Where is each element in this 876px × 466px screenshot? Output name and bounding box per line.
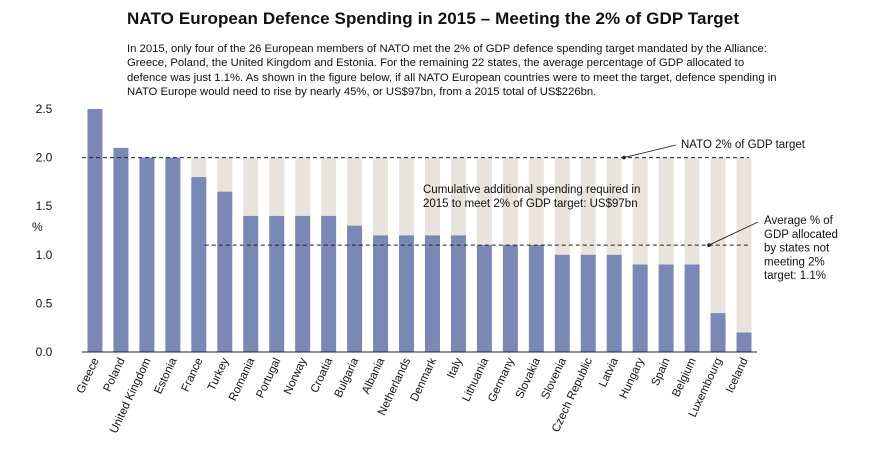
bar bbox=[632, 264, 648, 352]
gap-to-target-bar bbox=[373, 157, 389, 236]
reference-lines bbox=[82, 157, 749, 246]
gap-to-target-bar bbox=[658, 157, 674, 265]
bar bbox=[347, 225, 363, 352]
chart-subtitle: In 2015, only four of the 26 European me… bbox=[127, 43, 777, 99]
bars-layer bbox=[87, 109, 752, 352]
cumulative-spending-annotation: 2015 to meet 2% of GDP target: US$97bn bbox=[423, 198, 638, 210]
bar bbox=[450, 235, 466, 352]
y-axis: 0.0 0.5 1.0 1.5 2.0 2.5 bbox=[36, 102, 53, 359]
bar bbox=[295, 215, 311, 352]
x-tick-label: Latvia bbox=[597, 356, 621, 389]
annotations: NATO 2% of GDP target Average % of GDP all… bbox=[423, 139, 838, 282]
x-tick-label: Turkey bbox=[206, 356, 232, 393]
gap-to-target-bar bbox=[476, 157, 492, 246]
x-tick-label: Denmark bbox=[409, 356, 440, 404]
x-tick-label: Portugal bbox=[254, 356, 283, 400]
average-line-label: Average % of bbox=[764, 215, 834, 227]
x-tick-label: Greece bbox=[75, 356, 102, 395]
bar bbox=[528, 245, 544, 352]
bar bbox=[580, 254, 596, 352]
average-label-connector bbox=[708, 221, 759, 246]
x-tick-label: Bulgaria bbox=[333, 356, 362, 400]
bar bbox=[87, 109, 103, 352]
bar bbox=[217, 191, 233, 352]
x-tick-label: Albania bbox=[360, 356, 387, 396]
bar bbox=[658, 264, 674, 352]
gap-to-target-bar bbox=[554, 157, 570, 255]
y-tick-label: 2.0 bbox=[36, 151, 53, 165]
x-tick-label: Germany bbox=[486, 356, 517, 404]
bar bbox=[243, 215, 259, 352]
y-tick-label: 1.5 bbox=[36, 199, 53, 213]
y-tick-label: 0.0 bbox=[36, 345, 53, 359]
bar bbox=[606, 254, 622, 352]
bar bbox=[502, 245, 518, 352]
average-line-label: target: 1.1% bbox=[764, 270, 826, 282]
gap-to-target-bar bbox=[191, 157, 207, 178]
gap-to-target-bar bbox=[424, 157, 440, 236]
y-tick-label: 0.5 bbox=[36, 296, 53, 310]
target-label-marker bbox=[622, 155, 626, 160]
y-tick-label: 2.5 bbox=[36, 102, 53, 116]
bar bbox=[373, 235, 389, 352]
chart-title: NATO European Defence Spending in 2015 –… bbox=[127, 9, 740, 28]
cumulative-spending-annotation: Cumulative additional spending required … bbox=[423, 184, 640, 196]
gap-to-target-bar bbox=[243, 157, 259, 216]
bar bbox=[321, 215, 337, 352]
bar bbox=[191, 177, 207, 352]
x-tick-label: Norway bbox=[282, 356, 309, 397]
x-tick-label: Belgium bbox=[670, 356, 698, 399]
gap-to-target-bar bbox=[217, 157, 233, 192]
x-tick-label: Poland bbox=[102, 356, 128, 394]
target-label-connector bbox=[623, 144, 677, 159]
x-tick-label: Slovakia bbox=[514, 356, 544, 401]
gap-to-target-bar bbox=[269, 157, 285, 216]
bar bbox=[399, 235, 415, 352]
y-tick-label: 1.0 bbox=[36, 248, 53, 262]
average-label-marker bbox=[707, 243, 711, 247]
gap-to-target-bar bbox=[399, 157, 415, 236]
bar bbox=[736, 332, 752, 352]
x-tick-label: Italy bbox=[445, 356, 465, 380]
bar bbox=[684, 264, 700, 352]
y-axis-label: % bbox=[32, 220, 43, 234]
bar bbox=[165, 157, 181, 352]
bar bbox=[113, 147, 129, 352]
x-tick-label: France bbox=[180, 356, 206, 394]
bar bbox=[139, 157, 155, 352]
average-line-label: meeting 2% bbox=[764, 256, 825, 268]
gap-to-target-bar bbox=[606, 157, 622, 255]
gap-to-target-bar bbox=[632, 157, 648, 265]
x-tick-label: Romania bbox=[227, 356, 258, 403]
gap-to-target-bar bbox=[321, 157, 337, 216]
gap-to-target-bar bbox=[347, 157, 363, 226]
average-line-label: GDP allocated bbox=[764, 229, 838, 241]
bar bbox=[476, 245, 492, 352]
gap-to-target-bar bbox=[450, 157, 466, 236]
bar bbox=[424, 235, 440, 352]
x-tick-label: Slovenia bbox=[539, 356, 569, 402]
average-line-label: by states not bbox=[764, 243, 830, 255]
gap-to-target-bar bbox=[710, 157, 726, 314]
x-tick-label: Estonia bbox=[152, 356, 179, 396]
x-tick-label: Iceland bbox=[724, 356, 751, 395]
x-tick-label: Croatia bbox=[309, 356, 336, 395]
target-line-label: NATO 2% of GDP target bbox=[681, 139, 806, 151]
x-tick-label: Spain bbox=[650, 356, 673, 388]
bar bbox=[710, 313, 726, 352]
gap-to-target-bar bbox=[684, 157, 700, 265]
gap-to-target-bar bbox=[295, 157, 311, 216]
bar bbox=[269, 215, 285, 352]
gap-to-target-bar bbox=[528, 157, 544, 246]
gap-to-target-bar bbox=[502, 157, 518, 246]
x-tick-label: Hungary bbox=[618, 356, 647, 401]
bar bbox=[554, 254, 570, 352]
gap-to-target-bar bbox=[580, 157, 596, 255]
